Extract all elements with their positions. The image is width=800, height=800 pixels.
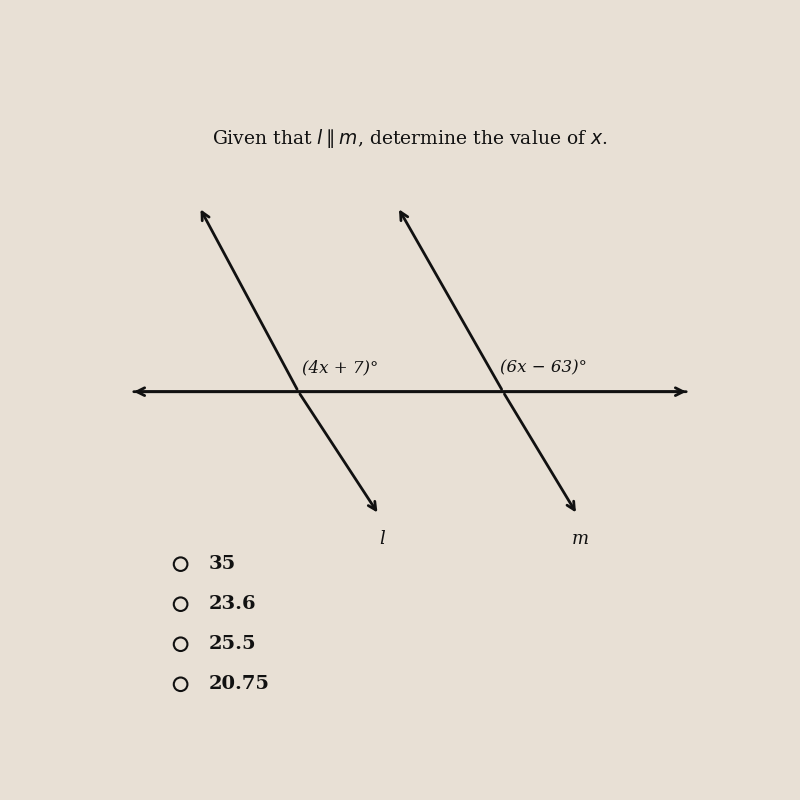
- Text: 35: 35: [209, 555, 236, 573]
- Text: (4x + 7)°: (4x + 7)°: [302, 359, 378, 376]
- Text: l: l: [379, 530, 385, 548]
- Text: 20.75: 20.75: [209, 675, 270, 694]
- Text: 25.5: 25.5: [209, 635, 256, 654]
- Text: m: m: [572, 530, 589, 548]
- Text: 23.6: 23.6: [209, 595, 256, 613]
- Text: Given that $l \parallel m$, determine the value of $x$.: Given that $l \parallel m$, determine th…: [212, 126, 608, 150]
- Text: (6x − 63)°: (6x − 63)°: [500, 359, 587, 376]
